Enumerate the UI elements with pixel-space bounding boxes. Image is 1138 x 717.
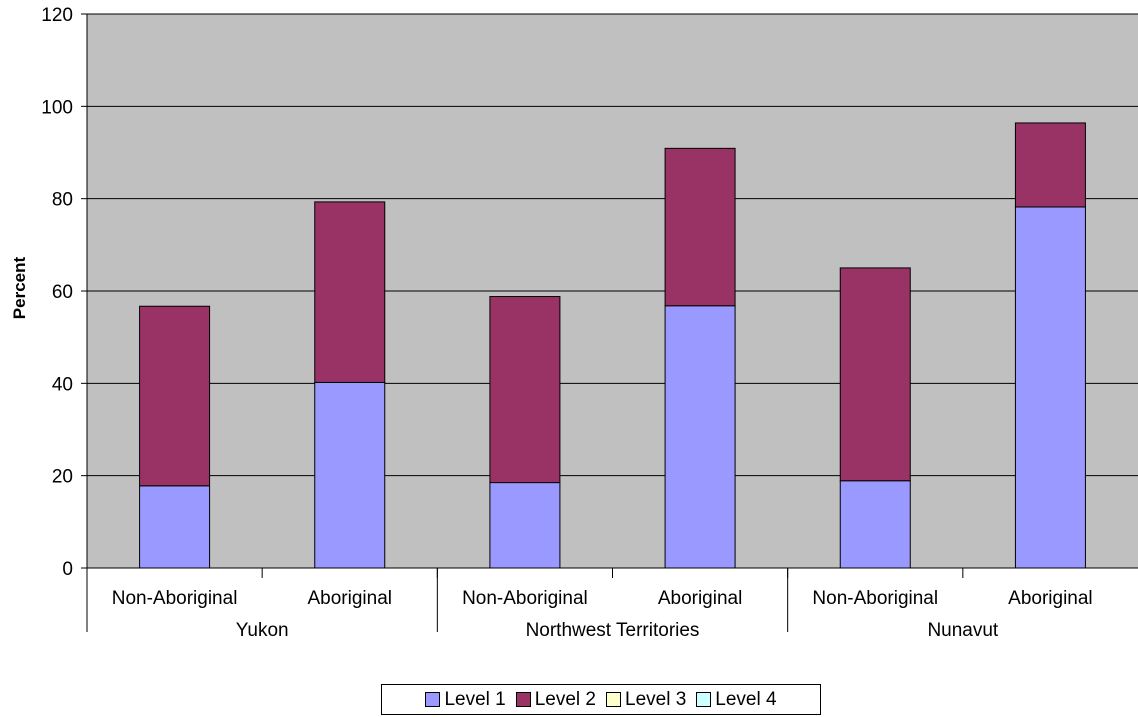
bar-segment xyxy=(139,485,211,569)
x-group-label: Northwest Territories xyxy=(526,620,700,641)
legend-label: Level 3 xyxy=(625,688,687,710)
y-axis-ticks: 0 20 40 60 80 100 120 xyxy=(41,5,88,580)
bar-segment xyxy=(489,296,561,484)
legend-swatch xyxy=(425,692,441,707)
x-group-label: Yukon xyxy=(236,620,289,641)
bar-segment xyxy=(1014,206,1086,569)
bar-segment xyxy=(489,482,561,569)
x-category-label: Aboriginal xyxy=(1008,588,1093,609)
bar-segment xyxy=(664,147,736,307)
x-category-label: Aboriginal xyxy=(658,588,743,609)
x-group-label: Nunavut xyxy=(927,620,998,641)
legend-label: Level 1 xyxy=(444,688,506,710)
y-tick-label: 120 xyxy=(41,5,73,26)
legend-swatch xyxy=(606,692,621,707)
bar-segment xyxy=(839,480,911,569)
y-tick-label: 60 xyxy=(52,282,73,303)
legend-item: Level 1 xyxy=(425,688,506,711)
x-category-label: Non-Aboriginal xyxy=(462,588,588,609)
bar-segment xyxy=(1014,122,1086,208)
bar-segment xyxy=(839,267,911,482)
legend-swatch xyxy=(515,692,531,707)
gridlines xyxy=(87,13,1138,477)
legend-label: Level 4 xyxy=(715,688,777,710)
y-axis-label: Percent xyxy=(10,256,29,319)
y-tick-label: 20 xyxy=(52,467,73,488)
x-category-label: Non-Aboriginal xyxy=(112,588,238,609)
legend: Level 1 Level 2 Level 3 Level 4 xyxy=(381,684,821,715)
x-axis: Non-Aboriginal Aboriginal Non-Aboriginal Ab… xyxy=(86,567,1138,641)
x-category-label: Aboriginal xyxy=(308,588,393,609)
bar-segment xyxy=(139,305,211,487)
bar-segment xyxy=(314,201,386,383)
legend-item: Level 2 xyxy=(515,688,596,711)
legend-item: Level 3 xyxy=(606,689,686,711)
y-tick-label: 0 xyxy=(62,559,73,580)
legend-swatch xyxy=(696,692,712,707)
y-tick-label: 80 xyxy=(52,190,73,211)
y-tick-label: 40 xyxy=(52,374,73,395)
legend-item: Level 4 xyxy=(696,688,777,711)
bars xyxy=(139,122,1086,569)
bar-segment xyxy=(314,381,386,569)
legend-label: Level 2 xyxy=(534,688,596,710)
bar-segment xyxy=(664,305,736,569)
x-category-label: Non-Aboriginal xyxy=(812,588,938,609)
y-tick-label: 100 xyxy=(41,97,73,118)
